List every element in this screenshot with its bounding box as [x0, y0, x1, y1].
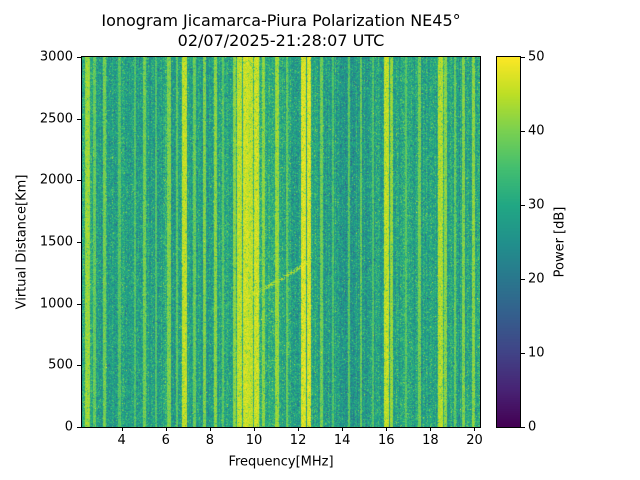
- chart-title-line2: 02/07/2025-21:28:07 UTC: [177, 31, 385, 50]
- x-tick: [474, 427, 476, 431]
- x-tick: [121, 427, 123, 431]
- x-tick-label: 8: [205, 433, 215, 448]
- colorbar-tick: [521, 279, 525, 280]
- y-tick-label: 0: [64, 419, 73, 435]
- colorbar-tick-label: 40: [528, 123, 545, 139]
- x-tick: [209, 427, 211, 431]
- y-tick-label: 1500: [39, 234, 73, 250]
- heatmap-canvas: [82, 57, 480, 427]
- x-axis-label: Frequency[MHz]: [228, 454, 334, 470]
- x-tick-label: 16: [378, 433, 395, 448]
- colorbar-tick: [521, 131, 525, 132]
- colorbar-tick: [521, 205, 525, 206]
- colorbar-tick-label: 50: [528, 49, 545, 65]
- colorbar-tick: [521, 427, 525, 428]
- x-tick-label: 18: [422, 433, 439, 448]
- colorbar-tick: [521, 57, 525, 58]
- chart-title: Ionogram Jicamarca-Piura Polarization NE…: [82, 11, 480, 51]
- x-tick-label: 10: [245, 433, 263, 448]
- y-tick-label: 2000: [39, 172, 73, 188]
- y-tick: [77, 118, 81, 120]
- y-axis-label: Virtual Distance[Km]: [14, 174, 30, 310]
- colorbar-tick-label: 30: [528, 197, 545, 213]
- x-tick-label: 12: [289, 433, 307, 448]
- y-tick-label: 3000: [39, 49, 73, 65]
- x-tick-label: 14: [333, 433, 351, 448]
- y-tick: [77, 57, 81, 58]
- y-tick: [77, 427, 81, 428]
- colorbar-tick-label: 10: [528, 345, 545, 361]
- y-tick-label: 2500: [39, 111, 73, 127]
- y-tick: [77, 180, 81, 182]
- colorbar-tick-label: 20: [528, 271, 545, 287]
- x-tick: [342, 427, 344, 431]
- chart-title-line1: Ionogram Jicamarca-Piura Polarization NE…: [101, 11, 461, 30]
- y-tick-label: 500: [48, 357, 73, 373]
- colorbar-tick: [521, 353, 525, 354]
- y-tick: [77, 365, 81, 367]
- x-tick: [386, 427, 388, 431]
- y-tick: [77, 242, 81, 243]
- colorbar-tick-label: 0: [528, 419, 537, 435]
- colorbar-canvas: [497, 57, 520, 427]
- x-tick-label: 20: [466, 433, 483, 448]
- x-tick: [165, 427, 167, 431]
- y-tick-label: 1000: [39, 296, 73, 312]
- y-tick: [77, 303, 81, 305]
- colorbar-label: Power [dB]: [552, 206, 568, 278]
- x-tick: [430, 427, 432, 431]
- x-tick: [298, 427, 300, 431]
- x-tick-label: 4: [117, 433, 126, 448]
- x-tick-label: 6: [161, 433, 170, 448]
- x-tick: [253, 427, 255, 431]
